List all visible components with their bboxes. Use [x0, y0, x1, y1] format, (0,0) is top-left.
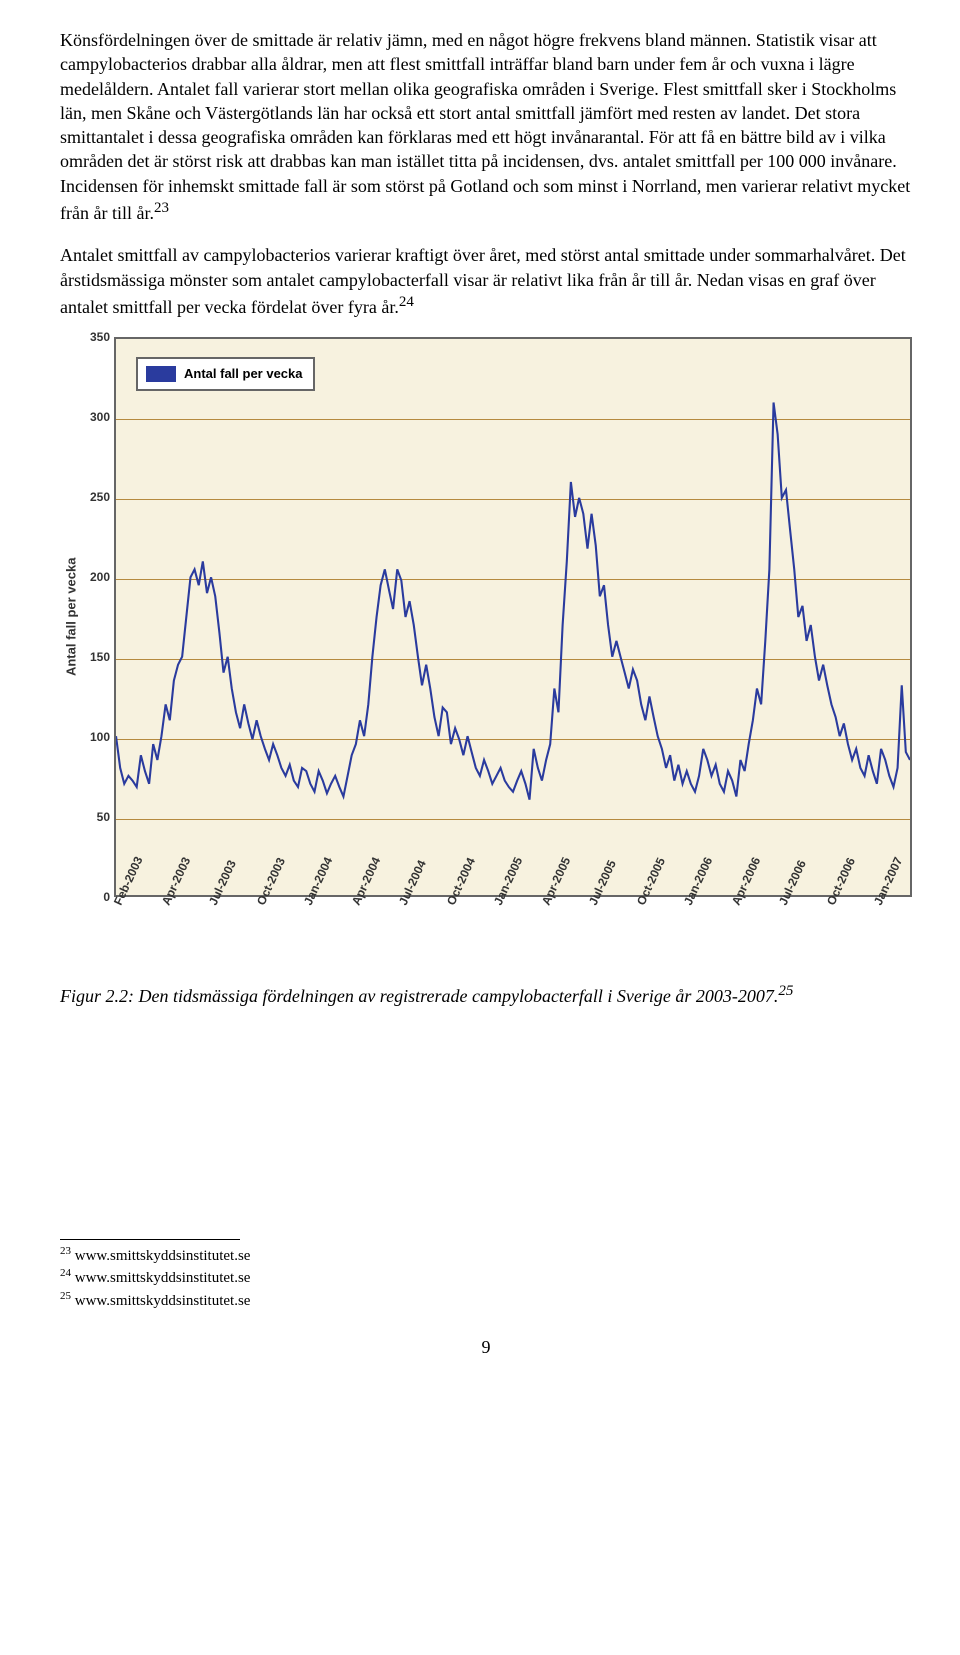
paragraph-1-text: Könsfördelningen över de smittade är rel…: [60, 30, 910, 223]
figure-caption: Figur 2.2: Den tidsmässiga fördelningen …: [60, 981, 912, 1008]
paragraph-2: Antalet smittfall av campylobacterios va…: [60, 243, 912, 319]
y-axis-label: Antal fall per vecka: [60, 337, 82, 897]
chart-line-series: [116, 339, 910, 895]
chart-container: Antal fall per vecka 0501001502002503003…: [60, 337, 912, 977]
footnote-25: 25 www.smittskyddsinstitutet.se: [60, 1289, 912, 1312]
x-axis-ticks: Feb-2003Apr-2003Jul-2003Oct-2003Jan-2004…: [114, 897, 874, 977]
footnotes-block: 23 www.smittskyddsinstitutet.se 24 www.s…: [60, 1239, 912, 1312]
footnote-23: 23 www.smittskyddsinstitutet.se: [60, 1244, 912, 1267]
chart-plot-area: Antal fall per vecka: [114, 337, 912, 897]
footnote-ref-25: 25: [778, 983, 793, 999]
footnote-ref-23: 23: [154, 200, 169, 216]
footnote-ref-24: 24: [399, 294, 414, 310]
footnote-24: 24 www.smittskyddsinstitutet.se: [60, 1266, 912, 1289]
paragraph-2-text: Antalet smittfall av campylobacterios va…: [60, 245, 906, 317]
y-axis-ticks: 050100150200250300350: [82, 337, 114, 897]
footnote-rule: [60, 1239, 240, 1240]
paragraph-1: Könsfördelningen över de smittade är rel…: [60, 28, 912, 225]
page-number: 9: [60, 1335, 912, 1359]
